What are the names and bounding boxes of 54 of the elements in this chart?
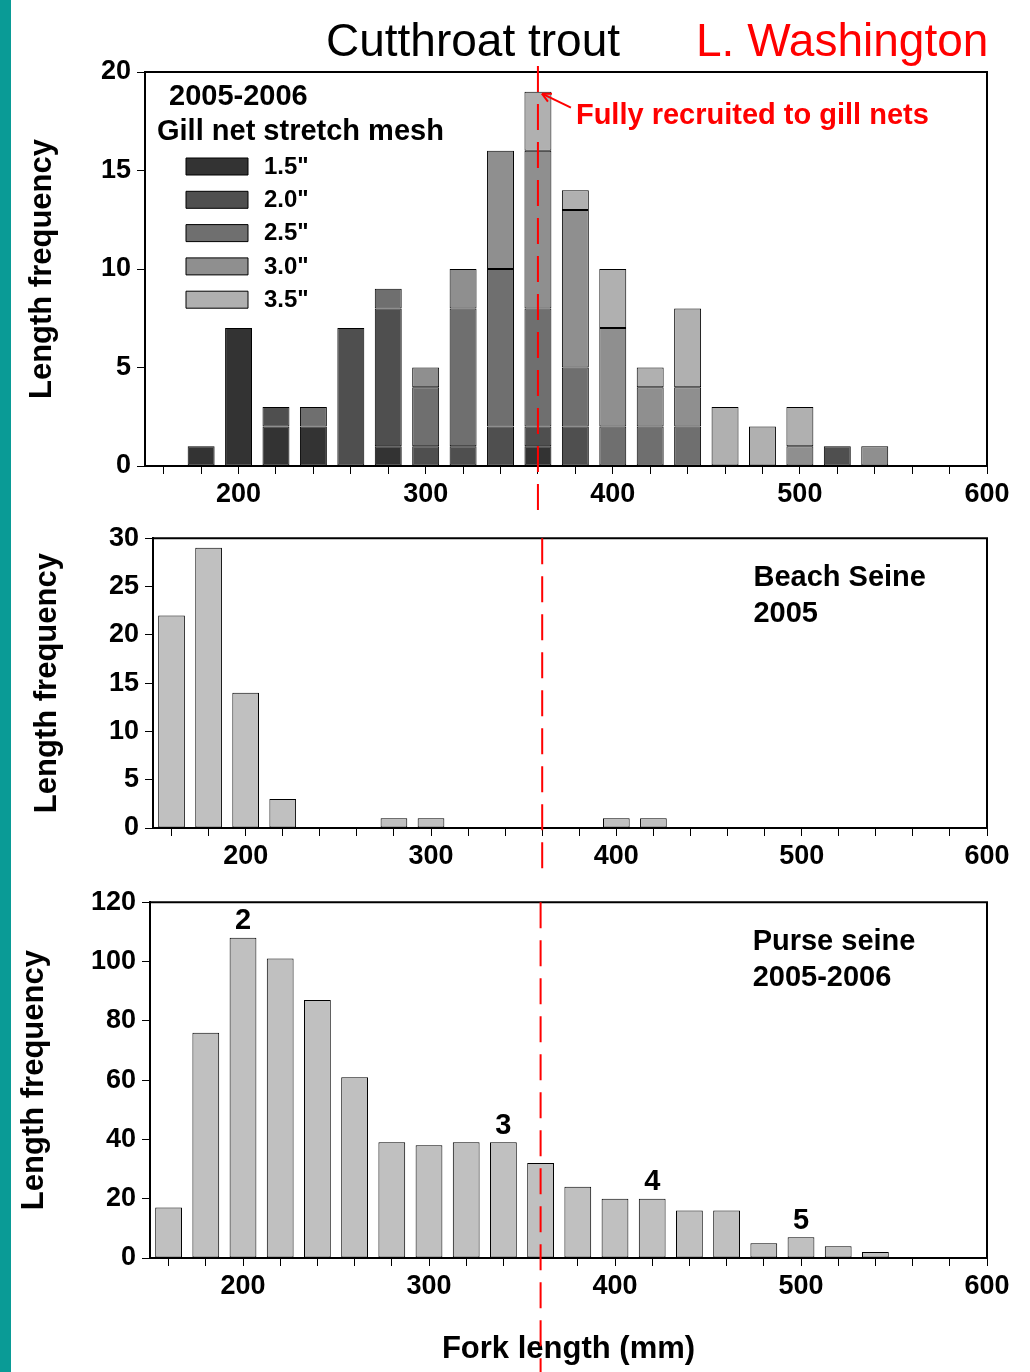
chart-title: Cutthroat trout: [326, 13, 621, 68]
annotation: Beach Seine 2005: [753, 560, 926, 629]
y-tick-label: 0: [115, 449, 131, 480]
y-axis-title: Length frequency: [23, 138, 59, 400]
legend-label: 3.0": [264, 251, 309, 279]
legend-label: 2.0": [264, 184, 309, 212]
legend-label: 1.5": [264, 151, 309, 179]
y-tick-label: 10: [100, 252, 131, 283]
x-tick-label: 600: [964, 839, 1010, 870]
y-tick-label: 10: [108, 714, 139, 745]
y-tick-label: 20: [108, 618, 139, 649]
x-tick-label: 600: [964, 1269, 1010, 1300]
x-tick-label: 300: [408, 839, 454, 870]
x-tick-label: 500: [779, 839, 825, 870]
y-tick-label: 15: [108, 666, 139, 697]
y-tick-label: 100: [90, 944, 136, 975]
x-tick-label: 300: [406, 1269, 452, 1300]
x-tick-label: 200: [216, 477, 262, 508]
annotation: 2: [234, 903, 252, 936]
y-tick-label: 25: [108, 569, 139, 600]
legend-label: 2.5": [264, 218, 309, 246]
annotation: 2005-2006: [169, 79, 308, 111]
x-tick-label: 200: [223, 839, 269, 870]
y-axis-title: Length frequency: [15, 949, 51, 1211]
annotation: 5: [792, 1202, 810, 1235]
x-tick-label: 600: [964, 477, 1010, 508]
y-axis-title: Length frequency: [28, 552, 64, 814]
y-tick-label: 80: [105, 1004, 136, 1035]
x-tick-label: 500: [777, 477, 823, 508]
legend-title: Gill net stretch mesh: [157, 114, 444, 146]
y-tick-label: 20: [100, 55, 131, 86]
y-tick-label: 15: [100, 153, 131, 184]
y-tick-label: 40: [105, 1122, 136, 1153]
x-tick-label: 200: [220, 1269, 266, 1300]
chart-subtitle: L. Washington: [696, 13, 989, 68]
x-axis-title: Fork length (mm): [441, 1329, 696, 1365]
x-tick-label: 400: [592, 1269, 638, 1300]
y-tick-label: 0: [120, 1241, 136, 1272]
annotation: 3: [495, 1107, 512, 1140]
y-tick-label: 5: [123, 763, 139, 794]
x-tick-label: 500: [778, 1269, 824, 1300]
y-tick-label: 30: [108, 521, 139, 552]
annotation: Fully recruited to gill nets: [575, 97, 929, 130]
legend-label: 3.5": [264, 284, 309, 312]
annotation: Purse seine 2005-2006: [752, 924, 916, 993]
y-tick-label: 5: [115, 350, 131, 381]
y-tick-label: 0: [123, 811, 139, 842]
x-tick-label: 300: [403, 477, 449, 508]
x-tick-label: 400: [590, 477, 636, 508]
y-tick-label: 60: [105, 1063, 136, 1094]
y-tick-label: 120: [90, 885, 136, 916]
annotation: 4: [644, 1164, 661, 1197]
y-tick-label: 20: [105, 1182, 136, 1213]
x-tick-label: 400: [593, 839, 639, 870]
